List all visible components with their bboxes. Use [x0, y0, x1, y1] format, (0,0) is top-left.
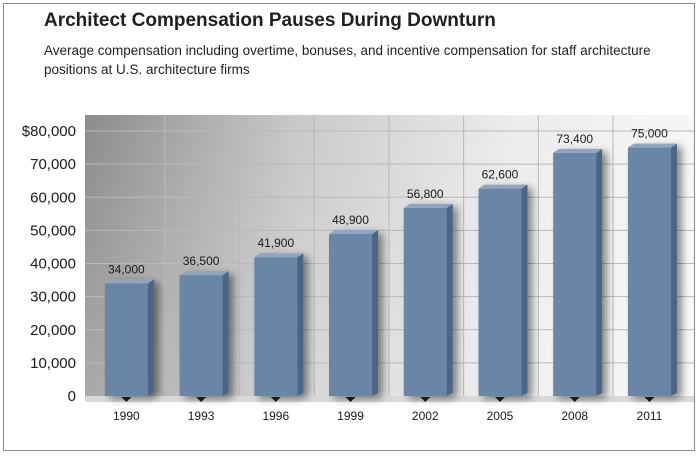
bar-side [372, 230, 379, 396]
x-tick-marker [644, 397, 655, 402]
data-label: 34,000 [108, 262, 145, 276]
x-tick-label: 1993 [188, 409, 215, 423]
chart-title: Architect Compensation Pauses During Dow… [44, 10, 496, 31]
bar-front [329, 234, 373, 396]
bar-front [478, 188, 522, 396]
bar-side [297, 253, 304, 396]
bar-front [254, 257, 298, 396]
data-label: 56,800 [407, 187, 444, 201]
x-tick-label: 1990 [113, 409, 140, 423]
bar-2002 [403, 203, 453, 396]
bar-side [596, 148, 603, 396]
x-tick-label: 1999 [337, 409, 364, 423]
bar-front [627, 147, 671, 396]
y-tick-label: 30,000 [30, 289, 76, 306]
bar-top [179, 271, 229, 276]
bar-side [147, 279, 154, 396]
bar-top [329, 230, 379, 235]
bar-top [254, 253, 304, 258]
y-tick-label: 60,000 [30, 189, 76, 206]
bar-top [627, 143, 677, 148]
data-label: 36,500 [183, 254, 220, 268]
data-label: 48,900 [332, 213, 369, 227]
bar-top [403, 203, 453, 208]
x-tick-marker [196, 397, 207, 402]
data-label: 73,400 [556, 132, 593, 146]
x-tick-marker [121, 397, 132, 402]
data-label: 75,000 [631, 127, 668, 141]
x-tick-label: 1996 [262, 409, 289, 423]
y-tick-label: 50,000 [30, 222, 76, 239]
y-tick-label: 70,000 [30, 156, 76, 173]
bar-1996 [254, 253, 304, 396]
bar-front [104, 283, 148, 396]
bar-1999 [329, 230, 379, 396]
bar-1990 [104, 279, 154, 396]
bar-top [553, 148, 603, 153]
bar-side [222, 271, 229, 396]
chart-subtitle: Average compensation including overtime,… [44, 43, 651, 77]
data-label: 62,600 [482, 168, 519, 182]
bar-1993 [179, 271, 229, 396]
bar-front [179, 275, 223, 396]
bar-top [478, 184, 528, 189]
y-tick-label: $80,000 [22, 123, 76, 140]
x-tick-label: 2011 [637, 409, 663, 423]
data-label: 41,900 [257, 236, 294, 250]
bar-2005 [478, 184, 528, 396]
bar-side [446, 203, 453, 396]
bar-front [553, 152, 597, 396]
bar-2011 [627, 143, 677, 396]
bar-2008 [553, 148, 603, 396]
x-tick-marker [420, 397, 431, 402]
x-tick-marker [345, 397, 356, 402]
bar-side [670, 143, 677, 396]
bar-top [104, 279, 154, 284]
y-tick-label: 40,000 [30, 256, 76, 273]
x-tick-label: 2008 [561, 409, 588, 423]
x-tick-label: 2002 [412, 409, 439, 423]
x-tick-marker [569, 397, 580, 402]
x-tick-marker [270, 397, 281, 402]
y-tick-label: 0 [68, 388, 76, 405]
x-tick-label: 2005 [487, 409, 514, 423]
y-tick-label: 10,000 [30, 355, 76, 372]
bar-side [521, 184, 528, 396]
bar-front [403, 207, 447, 396]
y-tick-label: 20,000 [30, 322, 76, 339]
x-tick-marker [494, 397, 505, 402]
floor-band [85, 396, 694, 402]
